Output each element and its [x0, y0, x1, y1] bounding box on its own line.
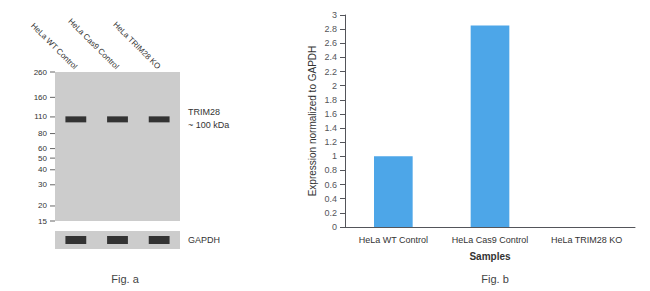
svg-text:260: 260	[34, 68, 48, 77]
svg-text:1.6: 1.6	[324, 109, 337, 119]
svg-text:HeLa Cas9 Control: HeLa Cas9 Control	[452, 235, 529, 245]
svg-text:Expression normalized to GAPDH: Expression normalized to GAPDH	[307, 46, 318, 197]
svg-text:40: 40	[38, 165, 47, 174]
svg-text:1.4: 1.4	[324, 123, 337, 133]
svg-text:TRIM28: TRIM28	[188, 107, 220, 117]
svg-text:0.6: 0.6	[324, 180, 337, 190]
svg-text:HeLa WT Control: HeLa WT Control	[29, 21, 79, 71]
svg-text:Fig. b: Fig. b	[481, 273, 509, 285]
svg-text:2.6: 2.6	[324, 38, 337, 48]
svg-text:2.8: 2.8	[324, 24, 337, 34]
svg-text:Samples: Samples	[469, 251, 511, 262]
svg-text:0: 0	[332, 222, 337, 232]
svg-text:0.8: 0.8	[324, 165, 337, 175]
svg-text:1: 1	[332, 151, 337, 161]
svg-text:2.4: 2.4	[324, 52, 337, 62]
svg-text:2.2: 2.2	[324, 67, 337, 77]
svg-text:1.2: 1.2	[324, 137, 337, 147]
svg-text:80: 80	[38, 129, 47, 138]
svg-text:160: 160	[34, 93, 48, 102]
svg-text:2: 2	[332, 81, 337, 91]
svg-text:1.8: 1.8	[324, 95, 337, 105]
svg-text:15: 15	[38, 217, 47, 226]
svg-text:0.4: 0.4	[324, 194, 337, 204]
svg-text:3: 3	[332, 10, 337, 20]
svg-text:~ 100 kDa: ~ 100 kDa	[188, 120, 229, 130]
svg-text:HeLa Cas9 Control: HeLa Cas9 Control	[66, 16, 121, 72]
svg-text:110: 110	[34, 112, 47, 121]
svg-text:HeLa TRIM28 KO: HeLa TRIM28 KO	[111, 20, 162, 71]
svg-text:0.2: 0.2	[324, 208, 337, 218]
svg-text:HeLa WT Control: HeLa WT Control	[359, 235, 428, 245]
svg-text:50: 50	[38, 154, 47, 163]
svg-text:HeLa TRIM28 KO: HeLa TRIM28 KO	[551, 235, 622, 245]
svg-text:20: 20	[38, 201, 47, 210]
svg-text:60: 60	[38, 144, 47, 153]
svg-text:Fig. a: Fig. a	[111, 273, 139, 285]
svg-text:30: 30	[38, 180, 47, 189]
svg-text:GAPDH: GAPDH	[188, 235, 220, 245]
